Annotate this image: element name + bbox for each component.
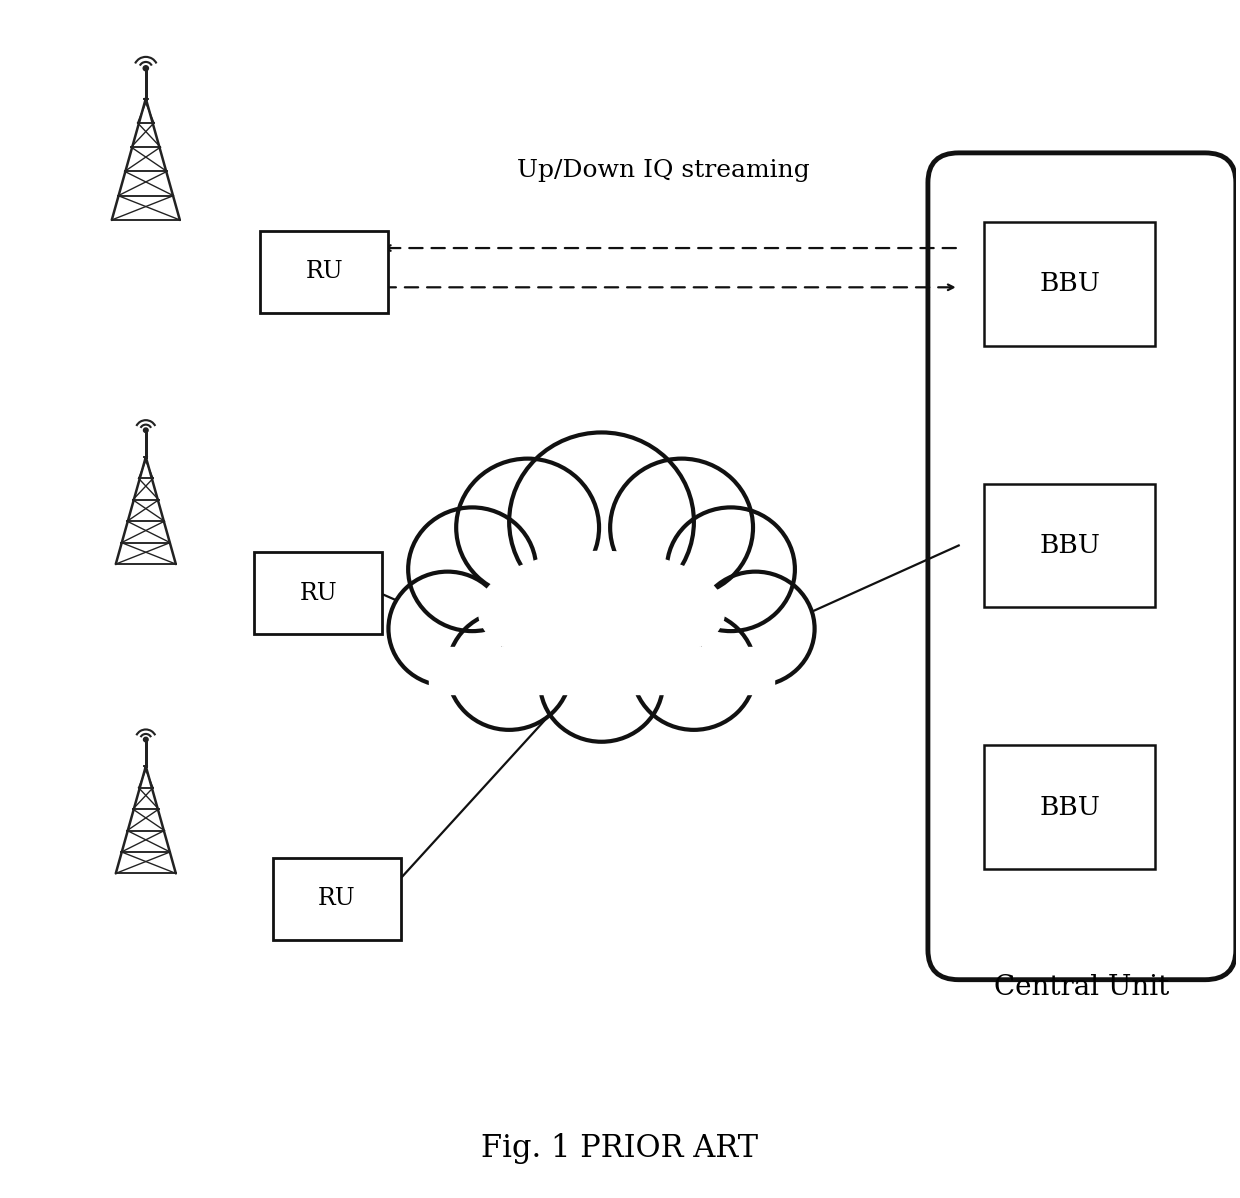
- Circle shape: [510, 432, 694, 611]
- Circle shape: [388, 571, 507, 685]
- FancyBboxPatch shape: [928, 153, 1236, 980]
- Circle shape: [539, 623, 663, 742]
- Circle shape: [144, 737, 148, 742]
- Text: BBU: BBU: [1039, 794, 1100, 819]
- Circle shape: [697, 571, 815, 685]
- Text: BBU: BBU: [1039, 533, 1100, 558]
- Circle shape: [144, 428, 148, 432]
- FancyBboxPatch shape: [985, 222, 1156, 345]
- Circle shape: [610, 459, 753, 597]
- Bar: [454, 521, 749, 665]
- Circle shape: [667, 508, 795, 631]
- Circle shape: [632, 611, 755, 730]
- Text: RU: RU: [305, 260, 343, 284]
- Bar: [429, 647, 774, 694]
- FancyBboxPatch shape: [273, 858, 401, 940]
- Circle shape: [448, 611, 570, 730]
- Circle shape: [408, 508, 536, 631]
- FancyBboxPatch shape: [260, 231, 388, 313]
- Circle shape: [143, 66, 149, 71]
- Text: RU: RU: [299, 581, 337, 605]
- Ellipse shape: [479, 551, 724, 671]
- Text: Fig. 1 PRIOR ART: Fig. 1 PRIOR ART: [481, 1133, 759, 1164]
- Text: BBU: BBU: [1039, 271, 1100, 296]
- FancyBboxPatch shape: [985, 484, 1156, 607]
- Text: Central Unit: Central Unit: [994, 974, 1169, 1000]
- Text: Up/Down IQ streaming: Up/Down IQ streaming: [517, 159, 810, 182]
- Text: RU: RU: [317, 888, 356, 910]
- FancyBboxPatch shape: [254, 552, 382, 634]
- Circle shape: [456, 459, 599, 597]
- FancyBboxPatch shape: [985, 745, 1156, 869]
